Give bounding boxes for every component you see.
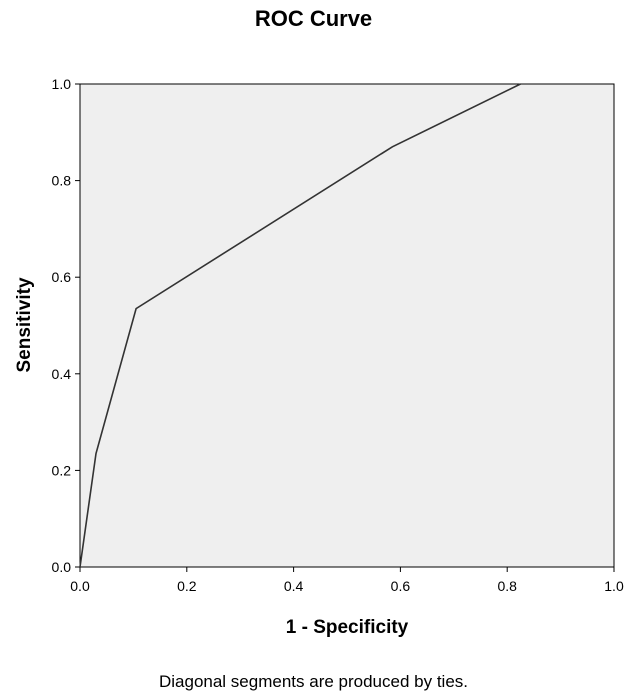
axis-ticks <box>75 83 615 572</box>
y-tick-label: 0.0 <box>52 559 72 575</box>
y-axis-label: Sensitivity <box>14 277 35 372</box>
chart-title: ROC Curve <box>254 6 373 31</box>
chart-footnote: Diagonal segments are produced by ties. <box>158 672 468 691</box>
x-tick-label: 0.4 <box>284 578 304 594</box>
x-tick-label: 1.0 <box>604 578 624 594</box>
roc-curve-line <box>79 83 521 568</box>
y-tick-label: 0.8 <box>52 173 72 189</box>
y-tick-label: 0.4 <box>52 366 72 382</box>
plot-area <box>79 83 615 568</box>
x-tick-label: 0.6 <box>391 578 411 594</box>
y-tick-label: 0.2 <box>52 462 72 478</box>
x-tick-label: 0.2 <box>177 578 197 594</box>
x-tick-label: 0.8 <box>497 578 517 594</box>
x-axis-label: 1 - Specificity <box>286 617 409 638</box>
x-tick-label: 0.0 <box>70 578 90 594</box>
tick-labels: 0.0 0.2 0.4 0.6 0.8 1.0 0.0 0.2 0.4 0.6 0.8 1.0 <box>52 76 624 594</box>
y-tick-label: 1.0 <box>52 76 72 92</box>
y-tick-label: 0.6 <box>52 269 72 285</box>
